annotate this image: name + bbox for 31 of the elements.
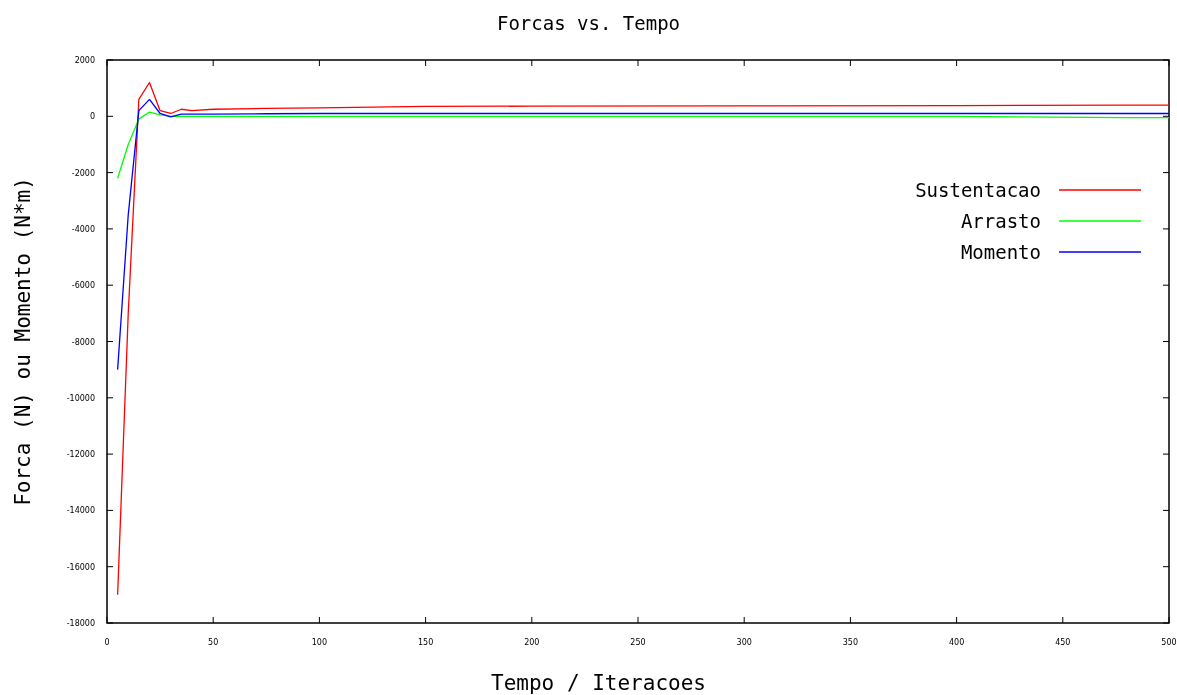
x-tick-label: 350 — [842, 638, 859, 647]
line-series — [116, 98, 1170, 371]
line-series — [116, 81, 1170, 596]
y-tick-label: -16000 — [66, 562, 95, 572]
y-tick-label: -6000 — [71, 281, 95, 291]
y-tick-label: -14000 — [66, 506, 95, 516]
x-tick-label: 150 — [417, 638, 434, 647]
y-tick-label: -8000 — [71, 337, 95, 347]
x-tick-label: 0 — [104, 638, 110, 647]
legend-label: Arrasto — [960, 210, 1041, 232]
legend-label: Momento — [960, 241, 1041, 263]
y-tick-label: 2000 — [74, 56, 95, 65]
y-tick-label: -18000 — [66, 619, 95, 628]
line-series — [116, 111, 1170, 179]
x-tick-label: 500 — [1161, 638, 1177, 647]
x-tick-label: 400 — [948, 638, 965, 647]
x-tick-label: 100 — [311, 638, 328, 647]
y-tick-label: -2000 — [71, 168, 95, 178]
x-tick-label: 450 — [1055, 638, 1071, 647]
x-tick-label: 300 — [736, 638, 752, 647]
y-axis-title: Forca (N) ou Momento (N*m) — [11, 177, 35, 506]
y-tick-label: -4000 — [71, 224, 95, 234]
y-tick-label: -10000 — [66, 393, 95, 403]
y-tick-label: 0 — [89, 112, 95, 122]
legend-label: Sustentacao — [915, 179, 1041, 201]
y-tick-label: -12000 — [66, 450, 95, 460]
x-axis-title: Tempo / Iteracoes — [491, 671, 706, 695]
chart-title: Forcas vs. Tempo — [496, 12, 681, 34]
x-tick-label: 250 — [630, 638, 646, 647]
x-tick-label: 50 — [208, 638, 219, 647]
x-tick-label: 200 — [524, 638, 540, 647]
